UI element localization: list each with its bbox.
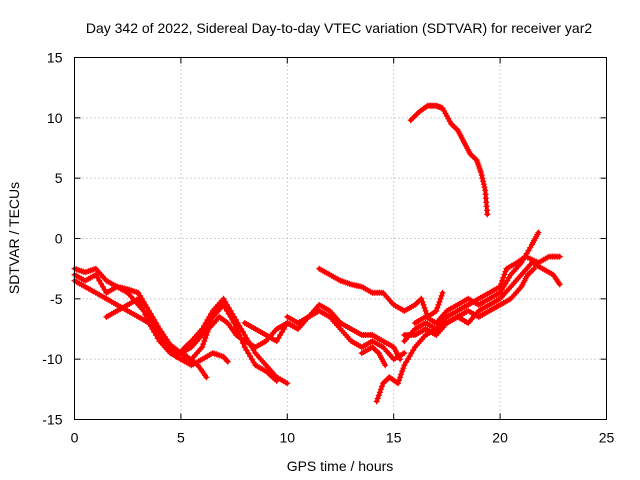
chart-title: Day 342 of 2022, Sidereal Day-to-day VTE… xyxy=(86,20,592,36)
series-trace-9 xyxy=(316,265,446,320)
series-trace-5 xyxy=(177,350,231,369)
series-trace-12 xyxy=(401,265,538,338)
series-trace-6 xyxy=(241,301,404,363)
series-markers xyxy=(177,350,231,369)
y-tick-label: -10 xyxy=(42,351,62,367)
x-axis-label: GPS time / hours xyxy=(287,458,394,474)
x-tick-label: 20 xyxy=(492,430,508,446)
y-tick-label: 10 xyxy=(47,110,63,126)
series-markers xyxy=(284,307,408,363)
x-tick-label: 25 xyxy=(599,430,615,446)
y-tick-label: 5 xyxy=(55,170,63,186)
y-tick-label: -5 xyxy=(50,291,63,307)
x-tick-label: 15 xyxy=(386,430,402,446)
grid-lines xyxy=(74,57,607,420)
y-tick-label: 15 xyxy=(47,50,63,66)
series-trace-8 xyxy=(358,344,389,369)
series-markers xyxy=(407,102,491,218)
series-markers xyxy=(412,229,542,326)
data-series xyxy=(71,102,563,405)
series-trace-4 xyxy=(103,295,210,381)
axis-ticks: 0 5 10 15 20 25 -15 -10 -5 0 5 10 15 xyxy=(42,50,614,446)
series-trace-7 xyxy=(284,307,408,363)
series-markers xyxy=(401,265,538,338)
series-markers xyxy=(316,265,446,320)
y-tick-label: 0 xyxy=(55,231,63,247)
x-tick-label: 10 xyxy=(280,430,296,446)
x-tick-label: 5 xyxy=(177,430,185,446)
y-tick-label: -15 xyxy=(42,412,62,428)
series-trace-13 xyxy=(412,229,542,326)
y-axis-label: SDTVAR / TECUs xyxy=(6,182,22,294)
series-trace-14 xyxy=(407,102,491,218)
series-markers xyxy=(241,301,404,363)
series-markers xyxy=(103,295,210,381)
x-tick-label: 0 xyxy=(71,430,79,446)
series-markers xyxy=(358,344,389,369)
